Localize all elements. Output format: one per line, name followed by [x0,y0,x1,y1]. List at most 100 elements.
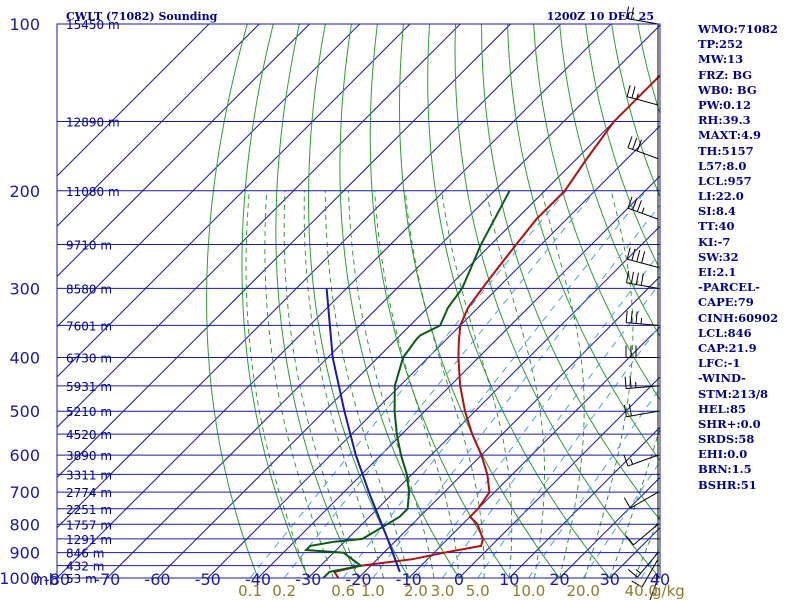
index-item: WB0: BG [698,82,757,97]
wind-barb-flag [626,84,631,97]
index-item: RH:39.3 [698,113,751,128]
wind-barb [627,136,659,160]
wind-barb-staff [626,17,659,25]
dry-adiabat-line [427,24,611,578]
temperature-profile-line [332,74,660,578]
temperature-tick-label: -80 [44,570,70,589]
index-item: -PARCEL- [698,280,760,295]
height-label: 6730 m [66,352,112,366]
height-label: 9710 m [66,238,112,252]
index-item: BSHR:51 [698,477,757,492]
wind-barb-flag [630,7,634,20]
temperature-tick-label: 0 [454,570,464,589]
index-item: LFC:-1 [698,356,741,371]
wind-barb [625,270,659,289]
mixing-ratio-label: 0.1 [238,582,262,600]
height-label: 15450 m [66,18,120,32]
wind-barb-flag [636,249,641,262]
index-item: FRZ: BG [698,67,753,82]
temperature-tick-label: -50 [195,570,221,589]
isotherm-line [57,24,210,177]
plot-frame [56,23,661,579]
wind-barb [623,454,659,467]
wind-barb-half-flag [636,93,639,100]
mixing-ratio-line [372,204,660,578]
height-label: 3311 m [66,468,112,482]
wind-barb-half-flag [630,458,634,465]
isotherm-line [57,24,260,227]
isotherm-line [408,326,660,578]
isotherm-line [57,24,310,278]
isotherm-line [508,426,660,578]
mixing-ratio-label: 5.0 [466,582,490,600]
wind-barb-flag [635,272,639,285]
height-label: 11080 m [66,185,120,199]
wind-barbs [623,6,659,600]
temperature-tick-label: 10 [499,570,519,589]
mixing-ratio-label: 40.0 [625,582,658,600]
height-label: 2251 m [66,503,112,517]
index-item: PW:0.12 [698,97,752,112]
index-item: EI:2.1 [698,265,737,279]
parcel-profile-line [325,288,401,573]
wind-barb-flag [623,454,629,467]
wind-barb-flag [630,311,633,324]
index-item: KI:-7 [698,234,731,249]
pressure-tick-label: 900 [9,544,40,563]
wind-barb [624,376,659,390]
wind-barb-flag [641,251,646,264]
wind-barb-flag [629,376,632,389]
index-item: MW:13 [698,52,744,67]
wind-barb-flag [631,580,643,588]
wind-barb [649,577,659,600]
wind-barb-staff [627,454,659,467]
index-item: TP:252 [698,37,744,52]
index-item: CINH:60902 [698,310,779,325]
wind-barb-staff [626,410,659,418]
height-label: 5210 m [66,405,112,419]
isotherm-line [458,376,660,578]
temperature-tick-label: -10 [396,570,422,589]
height-label: 3890 m [66,449,112,463]
height-label: 846 m [66,547,104,561]
wind-barb [625,523,659,546]
moist-adiabat-line [485,190,545,578]
height-label: 1291 m [66,533,112,547]
skew-t-grid [57,24,660,578]
dry-adiabat-line [481,24,660,521]
mixing-ratio-label: 3.0 [431,582,455,600]
height-label: 2774 m [66,486,112,500]
wind-barb [627,196,659,220]
index-item: SHR+:0.0 [698,416,761,431]
height-label: 12890 m [66,116,120,130]
mixing-ratio-label: 0.6 [331,582,355,600]
wind-barb [623,491,659,509]
wind-barb-flag [631,86,636,99]
temperature-tick-label: -20 [345,570,371,589]
wind-barb-flag [625,310,628,323]
isotherm-line [559,476,660,578]
moist-adiabat-line [404,190,485,578]
wind-barb [626,247,659,268]
wind-barb [627,552,659,578]
index-item: SW:32 [698,249,739,264]
index-item: SRDS:58 [698,432,755,447]
pressure-tick-label: 600 [9,446,40,465]
isotherm-line [106,24,660,578]
index-item: CAP:21.9 [698,340,757,355]
dry-adiabat-line [241,24,309,578]
mixing-ratio-line [442,282,660,578]
pressure-tick-label: 700 [9,483,40,502]
index-item: L57:8.0 [698,158,747,173]
index-item: -WIND- [698,371,746,386]
isotherm-line [257,175,660,578]
wind-barb-flag [624,376,627,389]
pressure-tick-label: 1000 [0,569,40,588]
wind-barb-flag [631,248,636,261]
wind-barb [625,345,658,359]
index-item: MAXT:4.9 [698,128,761,143]
height-label: 432 m [66,560,104,574]
index-item: TT:40 [698,219,735,234]
